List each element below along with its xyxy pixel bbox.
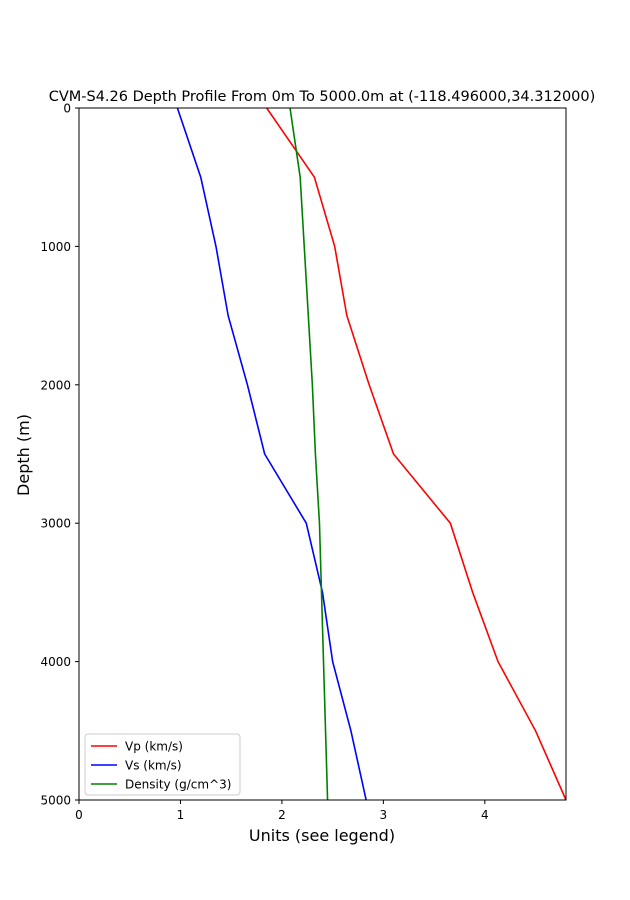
series-line-0	[266, 107, 567, 801]
legend-box	[84, 733, 241, 796]
legend: Vp (km/s) Vs (km/s) Density (g/cm^3)	[84, 733, 241, 796]
x-tick-label: 0	[75, 808, 83, 822]
ticks-layer: 0 1 2 3 4 0 1000 2000 3000 4000 5000	[40, 102, 488, 823]
y-tick-label: 1000	[40, 240, 71, 254]
x-tick-label: 1	[177, 808, 185, 822]
x-tick-label: 4	[481, 808, 489, 822]
x-axis-label: Units (see legend)	[249, 826, 395, 845]
x-tick-label: 3	[380, 808, 388, 822]
y-tick-label: 0	[63, 102, 71, 116]
plot-frame	[78, 107, 567, 801]
y-axis-label: Depth (m)	[14, 414, 33, 496]
series-layer	[176, 107, 567, 801]
series-line-1	[176, 107, 367, 801]
y-tick-label: 5000	[40, 794, 71, 808]
y-tick-label: 3000	[40, 517, 71, 531]
series-line-2	[289, 107, 329, 801]
y-tick-label: 2000	[40, 378, 71, 392]
chart-title: CVM-S4.26 Depth Profile From 0m To 5000.…	[49, 89, 596, 105]
y-tick-label: 4000	[40, 655, 71, 669]
legend-label: Vs (km/s)	[125, 759, 182, 773]
x-tick-label: 2	[278, 808, 286, 822]
legend-label: Density (g/cm^3)	[125, 778, 231, 792]
legend-label: Vp (km/s)	[125, 740, 183, 754]
